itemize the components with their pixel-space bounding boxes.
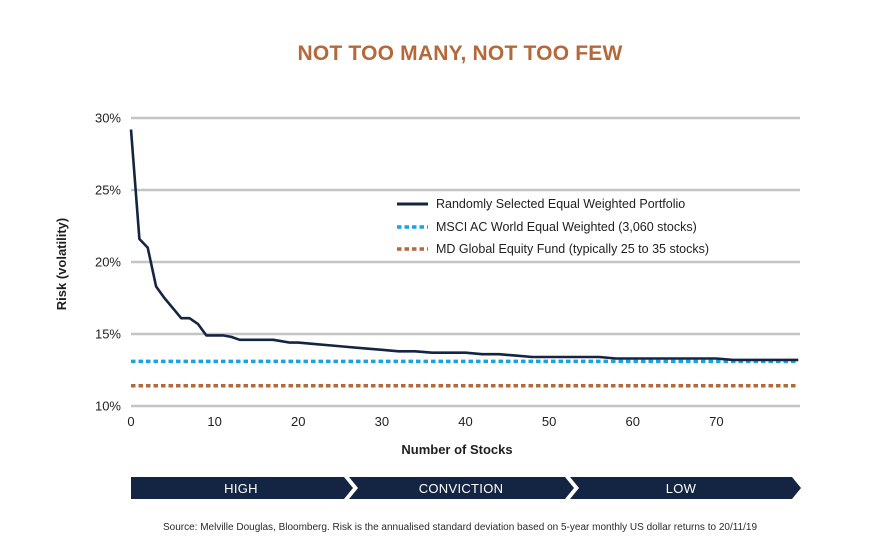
x-tick-label: 70 (709, 414, 723, 429)
x-tick-label: 60 (626, 414, 640, 429)
x-tick-label: 30 (375, 414, 389, 429)
y-tick-label: 10% (95, 399, 121, 414)
x-tick-label: 40 (458, 414, 472, 429)
band-segment-conviction (349, 477, 574, 499)
y-tick-label: 15% (95, 327, 121, 342)
legend: Randomly Selected Equal Weighted Portfol… (397, 197, 709, 256)
x-tick-label: 0 (127, 414, 134, 429)
chart-title: NOT TOO MANY, NOT TOO FEW (297, 42, 623, 65)
legend-label-msci: MSCI AC World Equal Weighted (3,060 stoc… (436, 220, 697, 234)
band-segment-high (131, 477, 353, 499)
x-axis-title: Number of Stocks (401, 442, 512, 457)
y-tick-label: 20% (95, 255, 121, 270)
series-line-portfolio (129, 129, 799, 362)
y-tick-label: 30% (95, 111, 121, 126)
legend-label-portfolio: Randomly Selected Equal Weighted Portfol… (436, 197, 685, 211)
x-tick-labels: 0 10 20 30 40 50 60 70 (127, 414, 723, 429)
x-tick-label: 10 (207, 414, 221, 429)
source-note: Source: Melville Douglas, Bloomberg. Ris… (162, 522, 758, 533)
conviction-band: HIGH CONVICTION LOW (131, 477, 801, 499)
legend-label-md-fund: MD Global Equity Fund (typically 25 to 3… (436, 242, 709, 256)
x-tick-label: 20 (291, 414, 305, 429)
y-tick-labels: 10% 15% 20% 25% 30% (95, 111, 121, 414)
band-label-conviction: CONVICTION (419, 481, 504, 496)
gridlines (131, 116, 800, 336)
x-tick-label: 50 (542, 414, 556, 429)
y-axis-title: Risk (volatility) (54, 218, 69, 310)
band-segment-low (570, 477, 801, 499)
band-label-low: LOW (666, 481, 697, 496)
band-label-high: HIGH (224, 481, 258, 496)
series-layer (129, 129, 799, 388)
y-tick-label: 25% (95, 183, 121, 198)
